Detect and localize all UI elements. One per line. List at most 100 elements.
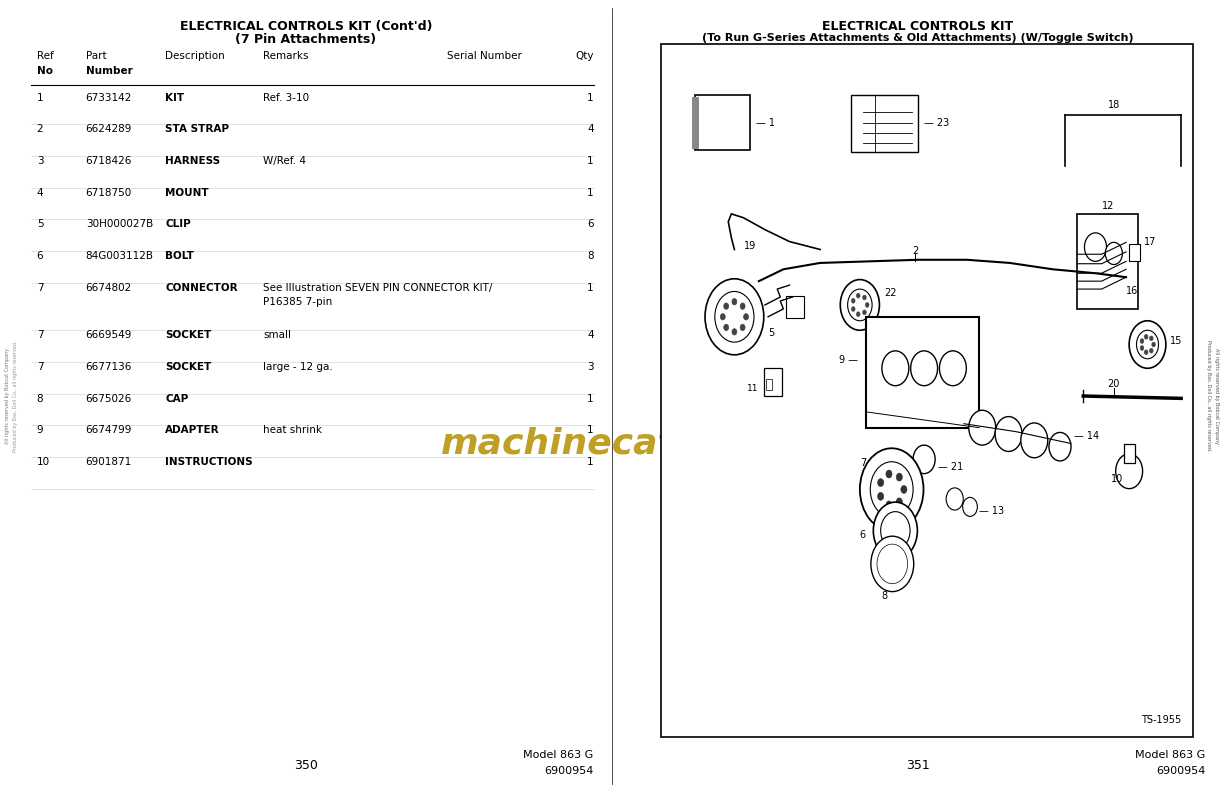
Text: 6674799: 6674799 xyxy=(86,425,132,436)
Text: 351: 351 xyxy=(906,760,930,772)
Text: Description: Description xyxy=(165,51,225,62)
Text: 1: 1 xyxy=(588,457,594,467)
Circle shape xyxy=(871,536,913,592)
Text: 30H000027B: 30H000027B xyxy=(86,219,153,230)
Text: All rights reserved by Bobcat Company: All rights reserved by Bobcat Company xyxy=(5,348,10,444)
Text: 8: 8 xyxy=(588,251,594,261)
Bar xyxy=(661,44,1193,737)
Circle shape xyxy=(1152,342,1155,347)
Text: 10: 10 xyxy=(1111,474,1124,484)
Text: 10: 10 xyxy=(37,457,50,467)
Circle shape xyxy=(863,295,867,300)
Circle shape xyxy=(1084,233,1106,261)
Text: (7 Pin Attachments): (7 Pin Attachments) xyxy=(235,33,377,46)
Text: 17: 17 xyxy=(1144,237,1157,246)
Text: 350: 350 xyxy=(294,760,318,772)
Text: See Illustration SEVEN PIN CONNECTOR KIT/: See Illustration SEVEN PIN CONNECTOR KIT… xyxy=(263,283,492,293)
Circle shape xyxy=(886,470,892,478)
Text: 11: 11 xyxy=(748,383,759,393)
Text: 18: 18 xyxy=(1108,100,1120,109)
Text: Ref: Ref xyxy=(37,51,54,62)
Circle shape xyxy=(741,303,745,310)
Text: 5: 5 xyxy=(37,219,43,230)
Text: 15: 15 xyxy=(1170,336,1182,345)
Text: 9: 9 xyxy=(37,425,43,436)
Circle shape xyxy=(911,351,938,386)
Text: 4: 4 xyxy=(588,330,594,341)
Bar xyxy=(692,97,699,149)
Text: INSTRUCTIONS: INSTRUCTIONS xyxy=(165,457,253,467)
Circle shape xyxy=(896,498,902,506)
Circle shape xyxy=(913,445,935,474)
Text: 22: 22 xyxy=(884,288,897,298)
Text: 6674802: 6674802 xyxy=(86,283,132,293)
Circle shape xyxy=(901,485,907,493)
Text: 4: 4 xyxy=(588,124,594,135)
Text: 6675026: 6675026 xyxy=(86,394,132,404)
Text: 1: 1 xyxy=(37,93,43,103)
Text: heat shrink: heat shrink xyxy=(263,425,322,436)
Circle shape xyxy=(870,462,913,517)
Text: No: No xyxy=(37,66,53,76)
Circle shape xyxy=(723,303,728,310)
Text: 6: 6 xyxy=(37,251,43,261)
Text: Model 863 G: Model 863 G xyxy=(1136,750,1206,760)
Circle shape xyxy=(1130,321,1165,368)
Text: machinecatalogic.com: machinecatalogic.com xyxy=(441,427,895,460)
Text: 8: 8 xyxy=(881,591,887,600)
Text: 6718426: 6718426 xyxy=(86,156,132,166)
Circle shape xyxy=(852,299,856,303)
Circle shape xyxy=(1116,454,1142,489)
Bar xyxy=(766,379,772,390)
Text: 2: 2 xyxy=(912,246,918,256)
Circle shape xyxy=(1105,242,1122,265)
Circle shape xyxy=(962,497,978,516)
Text: KIT: KIT xyxy=(165,93,185,103)
Text: Part: Part xyxy=(86,51,106,62)
Text: 6624289: 6624289 xyxy=(86,124,132,135)
Text: 6718750: 6718750 xyxy=(86,188,132,198)
Circle shape xyxy=(715,291,754,342)
Text: 20: 20 xyxy=(1108,379,1120,389)
Text: 6677136: 6677136 xyxy=(86,362,132,372)
Text: 19: 19 xyxy=(743,241,756,250)
Text: 2: 2 xyxy=(37,124,43,135)
Text: — 21: — 21 xyxy=(938,463,963,472)
Circle shape xyxy=(1144,350,1148,355)
Text: Remarks: Remarks xyxy=(263,51,308,62)
Circle shape xyxy=(857,312,860,317)
Text: Qty: Qty xyxy=(575,51,594,62)
Text: SOCKET: SOCKET xyxy=(165,362,212,372)
Text: Model 863 G: Model 863 G xyxy=(524,750,594,760)
Text: — 13: — 13 xyxy=(979,506,1005,516)
Circle shape xyxy=(881,512,911,550)
Text: 5: 5 xyxy=(769,328,775,337)
Circle shape xyxy=(723,324,728,330)
Text: CLIP: CLIP xyxy=(165,219,191,230)
Text: 6900954: 6900954 xyxy=(545,766,594,776)
Circle shape xyxy=(720,314,726,320)
Circle shape xyxy=(743,314,749,320)
Circle shape xyxy=(1140,345,1143,350)
Text: 4: 4 xyxy=(37,188,43,198)
Circle shape xyxy=(1140,339,1143,344)
Text: 12: 12 xyxy=(1102,201,1114,211)
Text: 7: 7 xyxy=(859,459,867,468)
Circle shape xyxy=(841,280,879,330)
Circle shape xyxy=(1049,432,1071,461)
Text: 3: 3 xyxy=(37,156,43,166)
Circle shape xyxy=(878,478,884,486)
Text: small: small xyxy=(263,330,291,341)
Text: Ref. 3-10: Ref. 3-10 xyxy=(263,93,310,103)
Text: 7: 7 xyxy=(37,362,43,372)
Bar xyxy=(867,317,979,428)
Text: BOLT: BOLT xyxy=(165,251,195,261)
Text: 16: 16 xyxy=(1126,286,1138,295)
Text: MOUNT: MOUNT xyxy=(165,188,209,198)
Circle shape xyxy=(881,351,908,386)
Circle shape xyxy=(741,324,745,330)
Text: Serial Number: Serial Number xyxy=(447,51,521,62)
Circle shape xyxy=(969,410,996,445)
Circle shape xyxy=(874,502,918,559)
Text: 6900954: 6900954 xyxy=(1157,766,1206,776)
